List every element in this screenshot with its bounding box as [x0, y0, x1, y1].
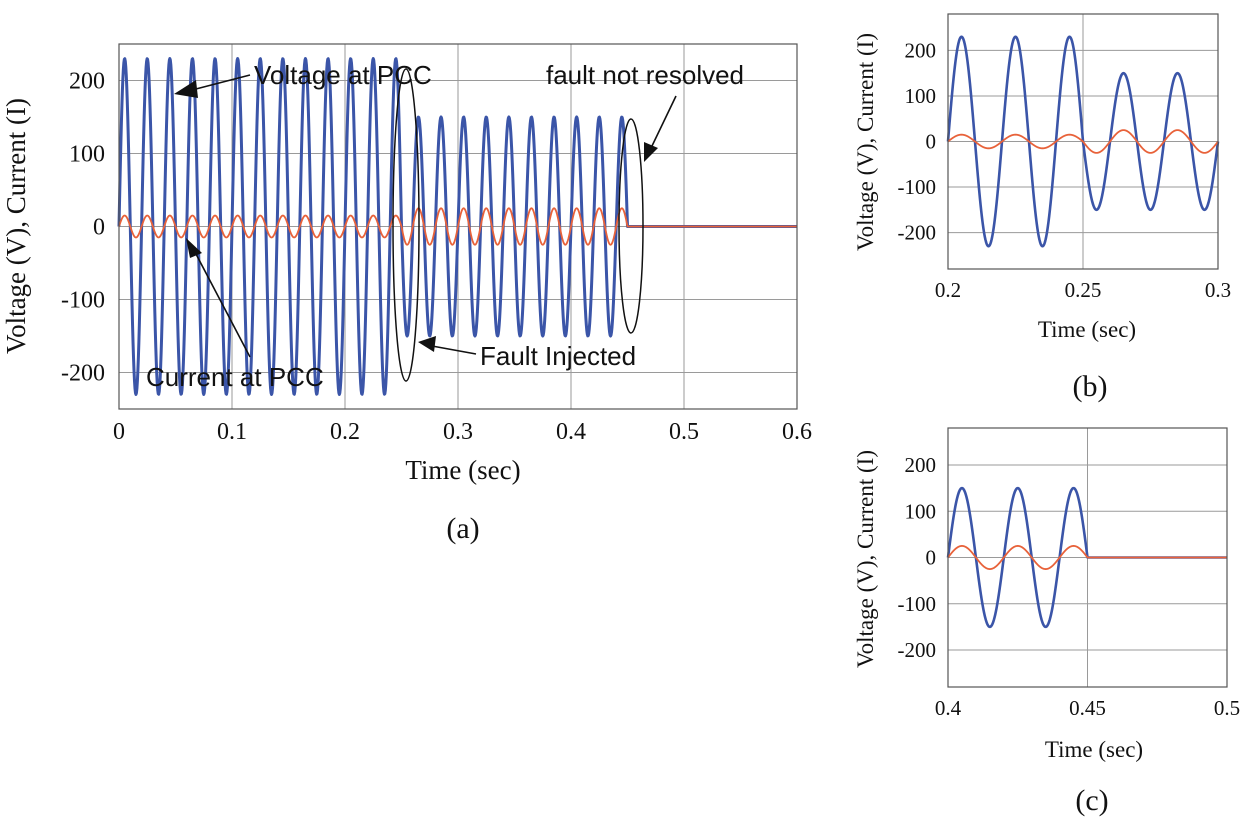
panel-c-x-tick-labels: 0.4 0.45 0.5	[935, 696, 1240, 720]
panel-b-y-tick-label: 100	[905, 84, 937, 108]
panel-b-y-tick-label: 0	[926, 130, 937, 154]
fault-not-resolved-label: fault not resolved	[546, 60, 744, 90]
panel-b-current-line	[947, 129, 1219, 154]
panel-a-y-tick-label: -200	[61, 361, 105, 387]
panel-b-y-tick-label: -100	[898, 175, 937, 199]
current-arrow-line	[195, 253, 251, 358]
panel-a-x-tick-label: 0.3	[443, 419, 473, 445]
fault-not-resolved-arrow-head-icon	[644, 142, 658, 162]
panel-b-y-tick-labels: -200 -100 0 100 200	[898, 38, 937, 244]
panel-a-x-axis-label: Time (sec)	[405, 455, 520, 485]
panel-c-y-tick-label: -200	[898, 638, 937, 662]
panel-a-x-tick-label: 0.2	[330, 419, 360, 445]
fault-injected-arrow-line	[431, 345, 477, 355]
panel-c-y-tick-label: 100	[905, 499, 937, 523]
panel-c-y-axis-label: Voltage (V), Current (I)	[853, 450, 878, 668]
panel-c-x-tick-label: 0.5	[1214, 696, 1240, 720]
fault-injected-ellipse	[392, 68, 420, 382]
panel-b-x-tick-label: 0.25	[1065, 278, 1102, 302]
panel-a-caption: (a)	[446, 512, 479, 545]
panel-c-frame	[947, 427, 1228, 688]
fault-injected-label: Fault Injected	[480, 341, 636, 371]
fault-not-resolved-ellipse	[618, 118, 644, 334]
panel-b-x-axis-label: Time (sec)	[1038, 317, 1136, 342]
panel-b-x-tick-labels: 0.2 0.25 0.3	[935, 278, 1231, 302]
panel-b-y-tick-label: -200	[898, 221, 937, 245]
panel-c-x-axis-label: Time (sec)	[1045, 737, 1143, 762]
panel-a-y-tick-label: 200	[69, 69, 105, 95]
panel-a-x-tick-label: 0.4	[556, 419, 586, 445]
panel-c-y-tick-label: 200	[905, 453, 937, 477]
current-arrow-head-icon	[186, 238, 202, 258]
panel-a-frame	[118, 43, 798, 410]
panel-a-y-tick-label: 0	[93, 215, 105, 241]
panel-a-x-tick-label: 0	[113, 419, 125, 445]
panel-c-y-tick-labels: -200 -100 0 100 200	[898, 453, 937, 662]
panel-a-y-tick-label: -100	[61, 288, 105, 314]
fault-not-resolved-arrow-line	[651, 95, 677, 147]
panel-a-x-tick-label: 0.6	[782, 419, 812, 445]
voltage-arrow-line	[191, 74, 251, 91]
panel-b-x-tick-label: 0.2	[935, 278, 961, 302]
panel-c-y-tick-label: -100	[898, 592, 937, 616]
panel-c-x-tick-label: 0.45	[1069, 696, 1106, 720]
panel-a-x-tick-label: 0.5	[669, 419, 699, 445]
panel-a-y-axis-label: Voltage (V), Current (I)	[1, 98, 31, 354]
panel-b-caption: (b)	[1073, 370, 1108, 403]
panel-a-current-line	[118, 207, 798, 246]
fault-injected-arrow-head-icon	[418, 336, 436, 352]
panel-b-y-axis-label: Voltage (V), Current (I)	[853, 33, 878, 251]
panel-c-caption: (c)	[1075, 784, 1108, 817]
panel-a-y-tick-label: 100	[69, 142, 105, 168]
panel-a-annotations: Voltage at PCC Current at PCC Fault Inje…	[146, 60, 744, 392]
current-at-pcc-label: Current at PCC	[146, 362, 324, 392]
voltage-at-pcc-label: Voltage at PCC	[254, 60, 432, 90]
panel-a-x-tick-labels: 0 0.1 0.2 0.3 0.4 0.5 0.6	[113, 419, 812, 445]
panel-a: 0 0.1 0.2 0.3 0.4 0.5 0.6 -200 -100 0 100 200 Time…	[1, 43, 812, 545]
panel-b-y-tick-label: 200	[905, 38, 937, 62]
panel-c-x-tick-label: 0.4	[935, 696, 962, 720]
panel-c-current-line	[947, 545, 1228, 570]
voltage-arrow-head-icon	[174, 80, 198, 98]
panel-c: 0.4 0.45 0.5 -200 -100 0 100 200 Time (sec) Vo…	[853, 427, 1240, 817]
panel-b: 0.2 0.25 0.3 -200 -100 0 100 200 Time (sec) Vo…	[853, 13, 1231, 403]
panel-a-y-tick-labels: -200 -100 0 100 200	[61, 69, 105, 387]
panel-b-frame	[947, 13, 1219, 270]
panel-b-x-tick-label: 0.3	[1205, 278, 1231, 302]
panel-a-x-tick-label: 0.1	[217, 419, 247, 445]
panel-c-y-tick-label: 0	[926, 546, 937, 570]
